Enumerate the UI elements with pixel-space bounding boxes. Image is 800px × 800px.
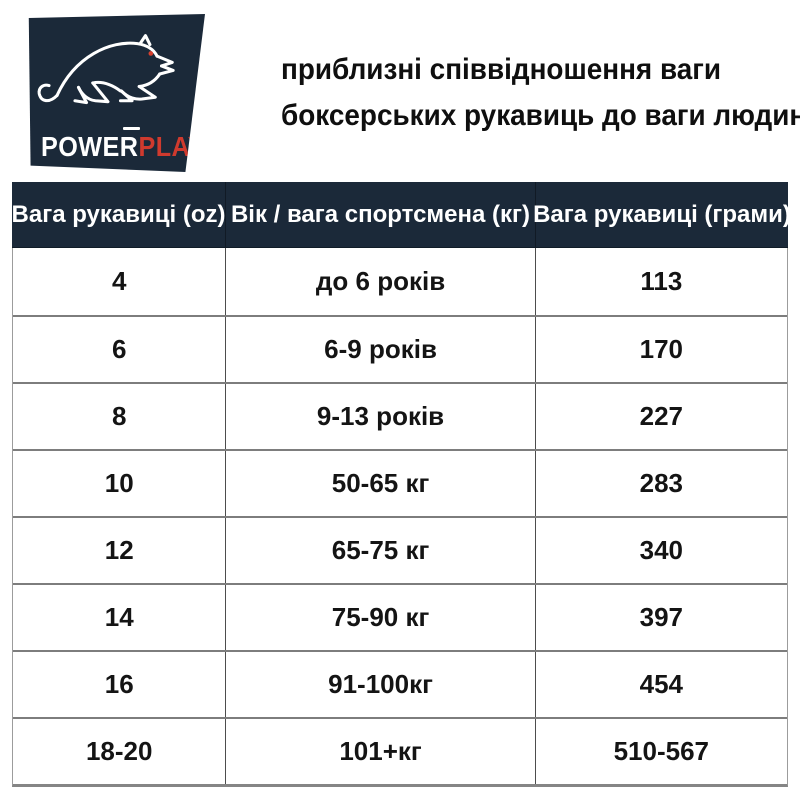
cell-grams: 170 <box>534 317 787 382</box>
cell-age-weight: 6-9 років <box>225 317 534 382</box>
table-row: 14 75-90 кг 397 <box>13 583 787 650</box>
table-row: 12 65-75 кг 340 <box>13 516 787 583</box>
cell-age-weight: 9-13 років <box>225 384 534 449</box>
page-title-line2: боксерських рукавиць до ваги людини <box>281 99 800 132</box>
cell-glove-oz: 16 <box>104 669 134 699</box>
table-row: 8 9-13 років 227 <box>13 382 787 449</box>
cell-glove-oz: 14 <box>104 602 134 632</box>
table-header-row: Вага рукавиці (oz) Вік / вага спортсмена… <box>11 182 791 248</box>
cell-grams: 454 <box>534 652 787 717</box>
cell-grams: 397 <box>534 585 787 650</box>
cell-glove-oz: 6 <box>111 334 127 364</box>
table-row: 18-20 101+кг 510-567 <box>13 717 787 784</box>
page-title: приблизні співвідношення ваги боксерськи… <box>281 47 800 139</box>
logo-wordmark: POWERPLAY® <box>41 131 214 163</box>
cell-age-weight: до 6 років <box>225 248 534 315</box>
cell-age-weight: 65-75 кг <box>225 518 534 583</box>
cell-glove-oz: 10 <box>104 468 134 498</box>
panther-leaping-icon <box>37 34 175 105</box>
glove-size-table: Вага рукавиці (oz) Вік / вага спортсмена… <box>11 182 791 787</box>
cell-grams: 113 <box>534 248 787 315</box>
cell-glove-oz: 8 <box>111 401 127 431</box>
cell-glove-oz: 18-20 <box>85 736 153 766</box>
cell-grams: 340 <box>534 518 787 583</box>
cell-age-weight: 50-65 кг <box>225 451 534 516</box>
col-header-glove-weight-grams: Вага рукавиці (грами) <box>533 182 791 247</box>
cell-grams: 227 <box>534 384 787 449</box>
page-title-line1: приблизні співвідношення ваги <box>281 53 722 86</box>
cell-age-weight: 101+кг <box>225 719 534 784</box>
col-header-glove-weight-oz: Вага рукавиці (oz) <box>11 200 226 228</box>
cell-age-weight: 75-90 кг <box>225 585 534 650</box>
table-row: 16 91-100кг 454 <box>13 650 787 717</box>
cell-glove-oz: 12 <box>104 535 134 565</box>
logo-text-play: PLAY <box>138 131 206 162</box>
cell-glove-oz: 4 <box>111 266 127 296</box>
powerplay-logo: POWERPLAY® <box>28 14 205 172</box>
table-row: 4 до 6 років 113 <box>13 248 787 315</box>
logo-accent-bar <box>123 127 140 130</box>
col-header-age-athlete-weight: Вік / вага спортсмена (кг) <box>225 182 535 247</box>
registered-trademark-icon: ® <box>206 133 214 145</box>
cell-grams: 510-567 <box>534 719 787 784</box>
table-row: 10 50-65 кг 283 <box>13 449 787 516</box>
logo-text-power: POWER <box>41 131 139 162</box>
table-row: 6 6-9 років 170 <box>13 315 787 382</box>
table-body: 4 до 6 років 113 6 6-9 років 170 8 9-13 … <box>12 248 788 787</box>
cell-grams: 283 <box>534 451 787 516</box>
cell-age-weight: 91-100кг <box>225 652 534 717</box>
